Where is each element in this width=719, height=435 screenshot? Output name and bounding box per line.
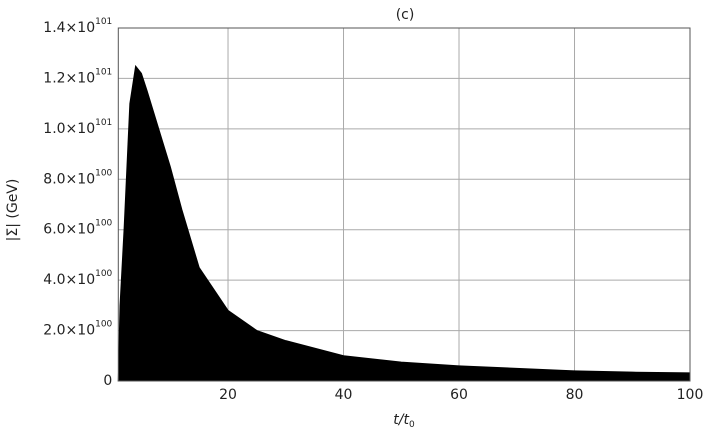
x-tick-label: 60 — [450, 387, 468, 403]
y-tick-exponent: 100 — [95, 319, 112, 329]
x-tick-label: 20 — [219, 387, 237, 403]
chart-title: (c) — [396, 7, 415, 23]
y-axis-label: |Σ| (GeV) — [5, 179, 21, 242]
y-tick-label: 0 — [103, 373, 112, 389]
y-tick-label: 1.2×10101 — [43, 67, 112, 87]
x-tick-label: 100 — [677, 387, 704, 403]
y-tick-mantissa: 1.2×10 — [43, 70, 95, 86]
x-tick-label: 80 — [566, 387, 584, 403]
area — [117, 64, 691, 382]
y-tick-mantissa: 1.4×10 — [43, 20, 95, 36]
y-tick-mantissa: 1.0×10 — [43, 121, 95, 137]
y-tick-exponent: 101 — [95, 117, 112, 127]
x-tick-label: 40 — [335, 387, 353, 403]
y-tick-label: 2.0×10100 — [43, 319, 112, 339]
y-tick-label: 6.0×10100 — [43, 218, 112, 238]
y-tick-exponent: 101 — [95, 17, 112, 27]
y-tick-label: 4.0×10100 — [43, 269, 112, 289]
y-tick-exponent: 101 — [95, 67, 112, 77]
y-tick-mantissa: 4.0×10 — [43, 272, 95, 288]
y-tick-label: 1.4×10101 — [43, 17, 112, 37]
plot-frame — [117, 27, 691, 382]
x-axis-label: t/t0 — [393, 412, 415, 430]
y-tick-mantissa: 8.0×10 — [43, 171, 95, 187]
y-tick-label: 1.0×10101 — [43, 117, 112, 137]
y-tick-exponent: 100 — [95, 269, 112, 279]
y-tick-mantissa: 6.0×10 — [43, 222, 95, 238]
y-tick-label: 8.0×10100 — [43, 168, 112, 188]
x-axis-label-main: t/t — [393, 412, 409, 428]
y-tick-mantissa: 2.0×10 — [43, 323, 95, 339]
x-axis-label-subscript: 0 — [409, 420, 415, 430]
y-tick-exponent: 100 — [95, 168, 112, 178]
y-tick-exponent: 100 — [95, 218, 112, 228]
